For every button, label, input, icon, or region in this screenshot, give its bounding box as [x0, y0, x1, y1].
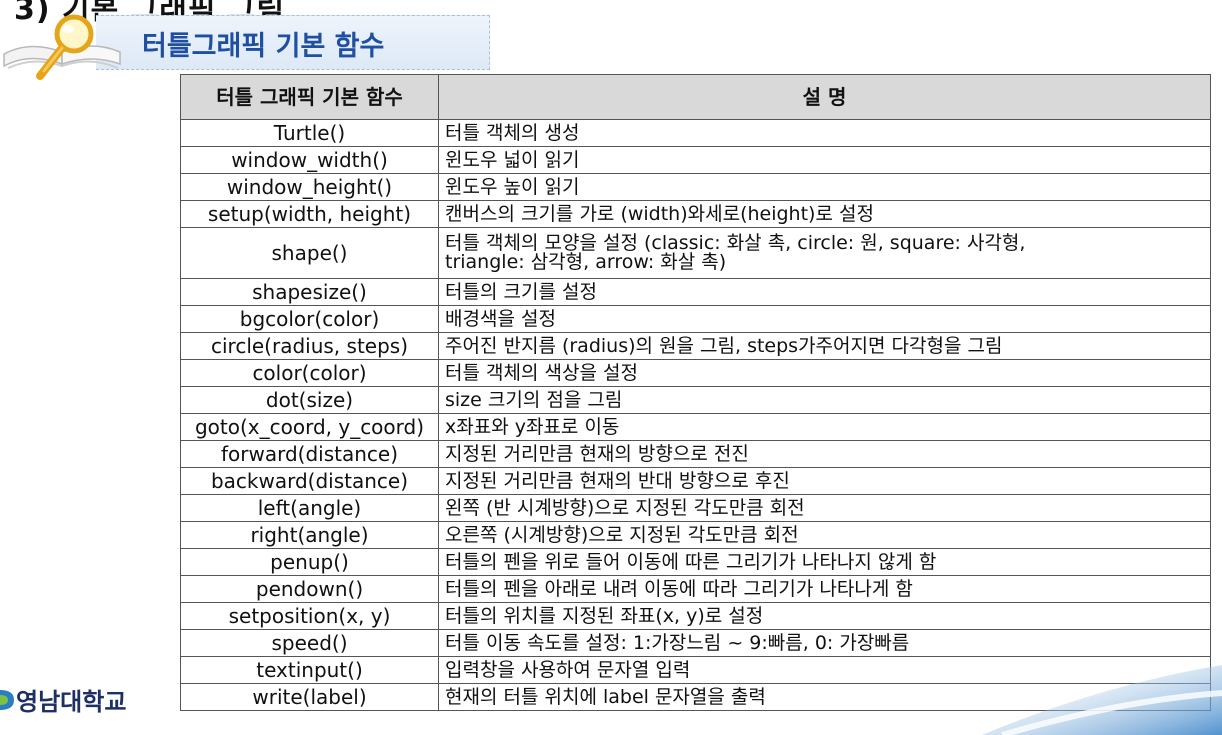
description-line: 터틀 이동 속도를 설정: 1:가장느림 ~ 9:빠름, 0: 가장빠름 [445, 631, 910, 654]
description-cell: 왼쪽 (반 시계방향)으로 지정된 각도만큼 회전 [438, 494, 1211, 522]
function-cell: penup() [180, 548, 439, 576]
table-row: right(angle) 오른쪽 (시계방향)으로 지정된 각도만큼 회전 [180, 521, 1211, 549]
function-cell: shape() [180, 227, 439, 279]
description-cell: 윈도우 넓이 읽기 [438, 146, 1211, 174]
description-cell: 주어진 반지름 (radius)의 원을 그림, steps가주어지면 다각형을… [438, 332, 1211, 360]
function-cell: Turtle() [180, 119, 439, 147]
description-line: 터틀 객체의 색상을 설정 [445, 361, 638, 384]
table-row: circle(radius, steps) 주어진 반지름 (radius)의 원… [180, 332, 1211, 360]
section-banner [96, 15, 490, 70]
table-row: window_width() 윈도우 넓이 읽기 [180, 146, 1211, 174]
description-cell: 오른쪽 (시계방향)으로 지정된 각도만큼 회전 [438, 521, 1211, 549]
function-cell: backward(distance) [180, 467, 439, 495]
function-cell: speed() [180, 629, 439, 657]
function-cell: goto(x_coord, y_coord) [180, 413, 439, 441]
description-cell: 지정된 거리만큼 현재의 반대 방향으로 후진 [438, 467, 1211, 495]
function-cell: left(angle) [180, 494, 439, 522]
description-cell: 터틀의 크기를 설정 [438, 278, 1211, 306]
table-row: backward(distance) 지정된 거리만큼 현재의 반대 방향으로 후… [180, 467, 1211, 495]
function-cell: setup(width, height) [180, 200, 439, 228]
function-cell: forward(distance) [180, 440, 439, 468]
table-body: Turtle() 터틀 객체의 생성 window_width() 윈도우 넓이 읽기… [180, 119, 1211, 711]
magnifier-book-icon [3, 14, 121, 80]
description-line: x좌표와 y좌표로 이동 [445, 415, 620, 438]
description-cell: 터틀의 펜을 위로 들어 이동에 따른 그리기가 나타나지 않게 함 [438, 548, 1211, 576]
table-row: setup(width, height) 캔버스의 크기를 가로 (width)와… [180, 200, 1211, 228]
description-line: 현재의 터틀 위치에 label 문자열을 출력 [445, 685, 766, 708]
university-name: 영남대학교 [16, 688, 127, 716]
description-cell: 터틀 객체의 모양을 설정 (classic: 화살 촉, circle: 원,… [438, 227, 1211, 279]
description-line: 배경색을 설정 [445, 307, 556, 330]
description-cell: 터틀 객체의 색상을 설정 [438, 359, 1211, 387]
description-line: 윈도우 넓이 읽기 [445, 148, 580, 171]
turtle-functions-table: 터틀 그래픽 기본 함수 설 명 Turtle() 터틀 객체의 생성 window… [180, 74, 1211, 711]
description-cell: size 크기의 점을 그림 [438, 386, 1211, 414]
description-cell: 윈도우 높이 읽기 [438, 173, 1211, 201]
header-description: 설 명 [438, 74, 1211, 120]
description-cell: 지정된 거리만큼 현재의 방향으로 전진 [438, 440, 1211, 468]
function-cell: circle(radius, steps) [180, 332, 439, 360]
function-cell: right(angle) [180, 521, 439, 549]
table-row: window_height() 윈도우 높이 읽기 [180, 173, 1211, 201]
table-row: setposition(x, y) 터틀의 위치를 지정된 좌표(x, y)로 설… [180, 602, 1211, 630]
description-cell: 배경색을 설정 [438, 305, 1211, 333]
table-row: color(color) 터틀 객체의 색상을 설정 [180, 359, 1211, 387]
function-cell: shapesize() [180, 278, 439, 306]
table-row: penup() 터틀의 펜을 위로 들어 이동에 따른 그리기가 나타나지 않게 … [180, 548, 1211, 576]
university-logo: 영남대학교 [0, 682, 126, 717]
table-row: shapesize() 터틀의 크기를 설정 [180, 278, 1211, 306]
table-row: shape() 터틀 객체의 모양을 설정 (classic: 화살 촉, cir… [180, 227, 1211, 279]
description-line: 터틀의 펜을 아래로 내려 이동에 따라 그리기가 나타나게 함 [445, 577, 913, 600]
description-line: 터틀의 크기를 설정 [445, 280, 597, 303]
header-function: 터틀 그래픽 기본 함수 [180, 74, 439, 120]
description-line: size 크기의 점을 그림 [445, 388, 623, 411]
description-cell: 터틀의 펜을 아래로 내려 이동에 따라 그리기가 나타나게 함 [438, 575, 1211, 603]
description-line: 오른쪽 (시계방향)으로 지정된 각도만큼 회전 [445, 523, 799, 546]
description-line: 지정된 거리만큼 현재의 방향으로 전진 [445, 442, 749, 465]
banner-title: 터틀그래픽 기본 함수 [142, 31, 385, 62]
description-cell: x좌표와 y좌표로 이동 [438, 413, 1211, 441]
description-line: 터틀 객체의 모양을 설정 (classic: 화살 촉, circle: 원,… [445, 232, 1026, 254]
decorative-swoosh [982, 665, 1222, 735]
table-row: bgcolor(color) 배경색을 설정 [180, 305, 1211, 333]
function-cell: textinput() [180, 656, 439, 684]
university-emblem-icon [0, 689, 14, 710]
description-line: triangle: 삼각형, arrow: 화살 촉) [445, 251, 727, 273]
description-line: 윈도우 높이 읽기 [445, 175, 580, 198]
table-row: goto(x_coord, y_coord) x좌표와 y좌표로 이동 [180, 413, 1211, 441]
table-row: Turtle() 터틀 객체의 생성 [180, 119, 1211, 147]
function-cell: color(color) [180, 359, 439, 387]
function-cell: pendown() [180, 575, 439, 603]
table-header-row: 터틀 그래픽 기본 함수 설 명 [180, 74, 1211, 120]
description-cell: 터틀의 위치를 지정된 좌표(x, y)로 설정 [438, 602, 1211, 630]
description-line: 터틀의 위치를 지정된 좌표(x, y)로 설정 [445, 604, 764, 627]
function-cell: window_height() [180, 173, 439, 201]
function-cell: write(label) [180, 683, 439, 711]
table-row: forward(distance) 지정된 거리만큼 현재의 방향으로 전진 [180, 440, 1211, 468]
function-cell: setposition(x, y) [180, 602, 439, 630]
table-row: left(angle) 왼쪽 (반 시계방향)으로 지정된 각도만큼 회전 [180, 494, 1211, 522]
function-cell: dot(size) [180, 386, 439, 414]
description-line: 지정된 거리만큼 현재의 반대 방향으로 후진 [445, 469, 790, 492]
description-line: 주어진 반지름 (radius)의 원을 그림, steps가주어지면 다각형을… [445, 334, 1003, 357]
description-cell: 캔버스의 크기를 가로 (width)와세로(height)로 설정 [438, 200, 1211, 228]
description-cell: 터틀 객체의 생성 [438, 119, 1211, 147]
table-row: pendown() 터틀의 펜을 아래로 내려 이동에 따라 그리기가 나타나게 … [180, 575, 1211, 603]
description-line: 입력창을 사용하여 문자열 입력 [445, 658, 691, 681]
description-line: 터틀 객체의 생성 [445, 121, 580, 144]
table-row: dot(size) size 크기의 점을 그림 [180, 386, 1211, 414]
function-cell: window_width() [180, 146, 439, 174]
description-line: 터틀의 펜을 위로 들어 이동에 따른 그리기가 나타나지 않게 함 [445, 550, 937, 573]
function-cell: bgcolor(color) [180, 305, 439, 333]
description-cell: 터틀 이동 속도를 설정: 1:가장느림 ~ 9:빠름, 0: 가장빠름 [438, 629, 1211, 657]
description-line: 왼쪽 (반 시계방향)으로 지정된 각도만큼 회전 [445, 496, 805, 519]
description-line: 캔버스의 크기를 가로 (width)와세로(height)로 설정 [445, 202, 874, 225]
